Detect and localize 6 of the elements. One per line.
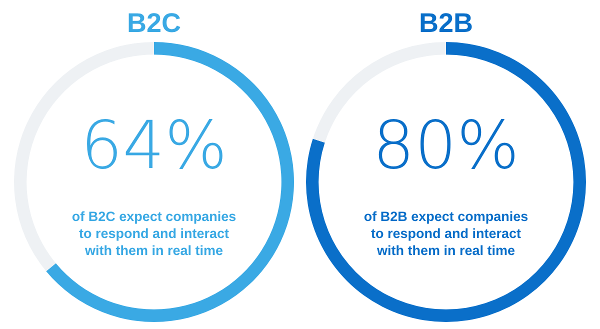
text: of B2B expect companies to respond and interact with them in real time (362, 208, 530, 259)
data-label: 64% (80, 107, 228, 184)
chart-title: B2B (418, 8, 474, 40)
chart-title: B2C (126, 8, 182, 40)
data-label: 80% (372, 107, 520, 184)
text: of B2C expect companies to respond and interact with them in real time (70, 208, 238, 259)
